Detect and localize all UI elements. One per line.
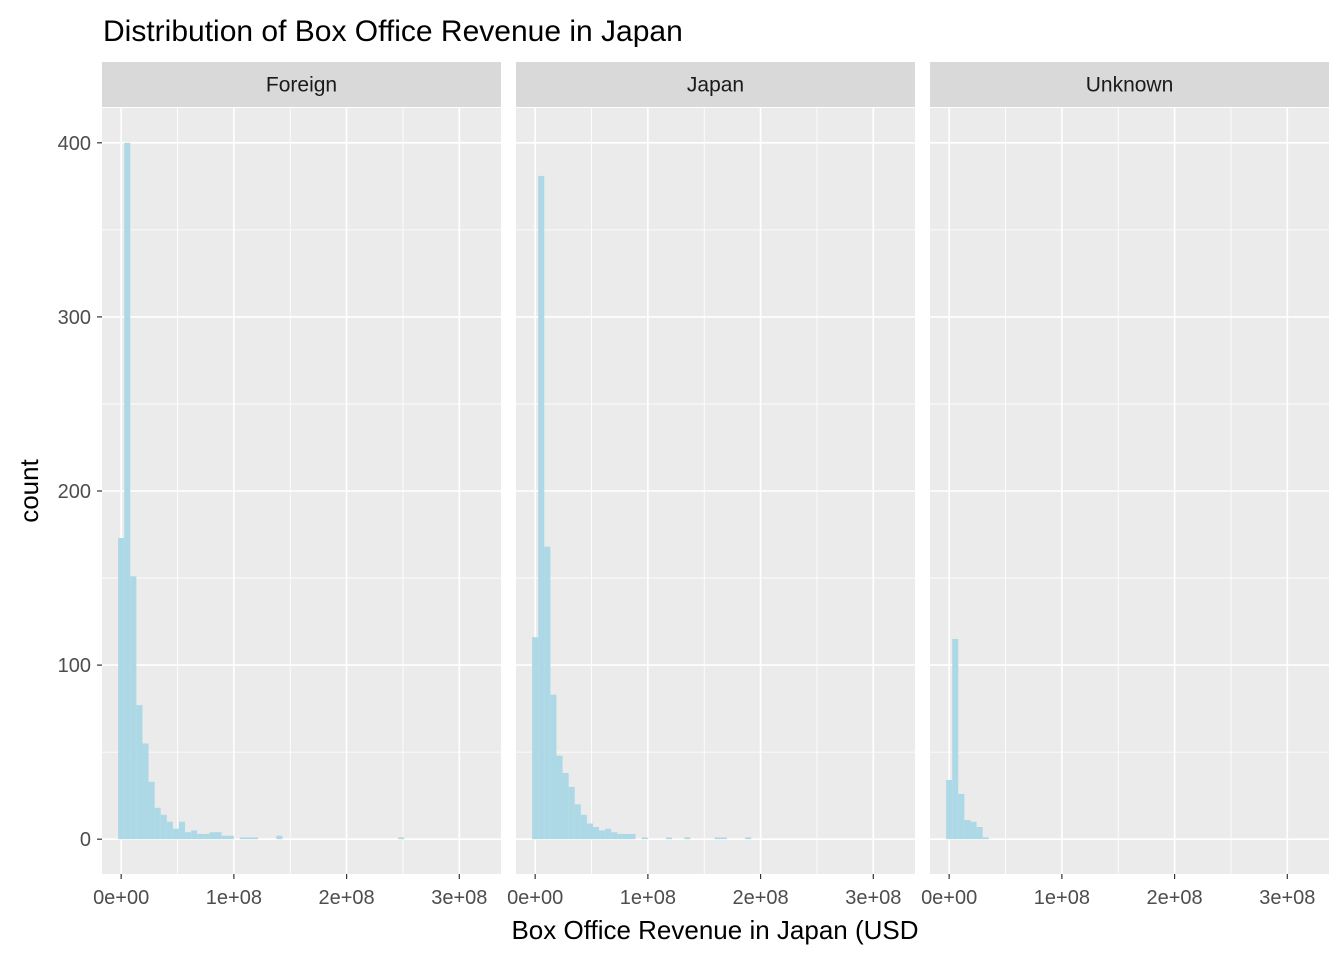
histogram-bar [172,828,179,840]
x-tick-label: 2e+08 [1146,887,1202,909]
histogram-bar [592,826,600,840]
y-tick-label: 0 [80,829,91,851]
histogram-bar [641,837,648,840]
histogram-bar [605,828,612,840]
histogram-bar [239,837,246,840]
histogram-bar [976,826,983,840]
histogram-bar [580,814,587,840]
histogram-bar [221,835,228,840]
histogram-bar [227,835,234,840]
facet-panel-foreign: Foreign 0e+00 1e+08 2e+08 3e+08 [93,62,501,909]
x-tick-label: 0e+00 [507,887,563,909]
histogram-bar [611,832,618,840]
histogram-bar [178,821,186,840]
histogram-bar [574,804,581,840]
x-tick-label: 1e+08 [1034,887,1090,909]
histogram-bar [982,837,989,840]
x-tick-label: 2e+08 [318,887,374,909]
histogram-bar [124,142,131,840]
chart-title: Distribution of Box Office Revenue in Ja… [103,15,683,48]
x-tick-label: 3e+08 [1259,887,1315,909]
facet-panel-unknown: Unknown 0e+00 1e+08 2e+08 3e+08 [921,62,1329,909]
y-tick-label: 100 [58,655,91,677]
histogram-bar [130,576,137,840]
histogram-bar [118,538,125,840]
histogram-bar [684,837,691,840]
histogram-bar [666,837,673,840]
facet-panel-japan: Japan 0e+00 1e+08 2e+08 3e+08 [507,62,940,909]
histogram-bar [148,781,155,840]
histogram-bar [946,779,953,840]
histogram-bar [970,821,977,840]
histogram-bar [599,830,606,840]
y-tick-label: 300 [58,307,91,329]
histogram-bar [160,814,167,840]
histogram-bar [586,823,593,840]
histogram-bar [154,807,161,840]
histogram-bar [185,832,192,840]
x-tick-label: 1e+08 [620,887,676,909]
histogram-bar [629,833,636,840]
x-tick-label: 3e+08 [431,887,487,909]
histogram-bar [209,832,216,840]
histogram-bar [398,837,405,840]
histogram-bar [556,755,563,840]
histogram-bar [562,773,569,840]
facet-strip [930,62,1329,107]
histogram-bar [538,175,545,840]
histogram-bar [136,705,143,840]
histogram-bar [958,793,965,840]
histogram-bar [191,830,198,840]
histogram-bar [215,832,222,840]
histogram-bar [745,837,752,840]
facet-panels: 0 100 200 300 400 Foreign 0e+00 1e+08 2e+08 3e+08… [58,62,1329,909]
x-axis-title: Box Office Revenue in Japan (USD [511,915,918,945]
histogram-bar [617,833,624,840]
histogram-bar [544,546,551,840]
y-tick-label: 200 [58,481,91,503]
histogram-bar [964,820,971,840]
y-tick-label: 400 [58,133,91,155]
x-tick-label: 0e+00 [93,887,149,909]
x-tick-label: 1e+08 [206,887,262,909]
histogram-bar [197,833,204,840]
histogram-bar [142,743,149,840]
histogram-bar [550,694,557,840]
y-axis-title: count [14,458,44,522]
histogram-bar [245,837,253,840]
histogram-bar [252,837,259,840]
facet-strip [102,62,501,107]
histogram-bar [568,786,575,840]
facet-strip [516,62,915,107]
histogram-bar [623,833,630,840]
histogram-bar [952,638,959,840]
x-tick-label: 0e+00 [921,887,977,909]
histogram-bar [714,837,721,840]
histogram-bar [532,637,539,840]
facet-strip-label: Japan [687,74,744,97]
histogram-bar [203,833,210,840]
histogram-bar [276,835,283,840]
x-tick-label: 3e+08 [845,887,901,909]
x-tick-label: 2e+08 [732,887,788,909]
facet-strip-label: Unknown [1086,74,1174,97]
facet-strip-label: Foreign [266,74,337,97]
histogram-bar [720,837,727,840]
histogram-bar [166,821,173,840]
